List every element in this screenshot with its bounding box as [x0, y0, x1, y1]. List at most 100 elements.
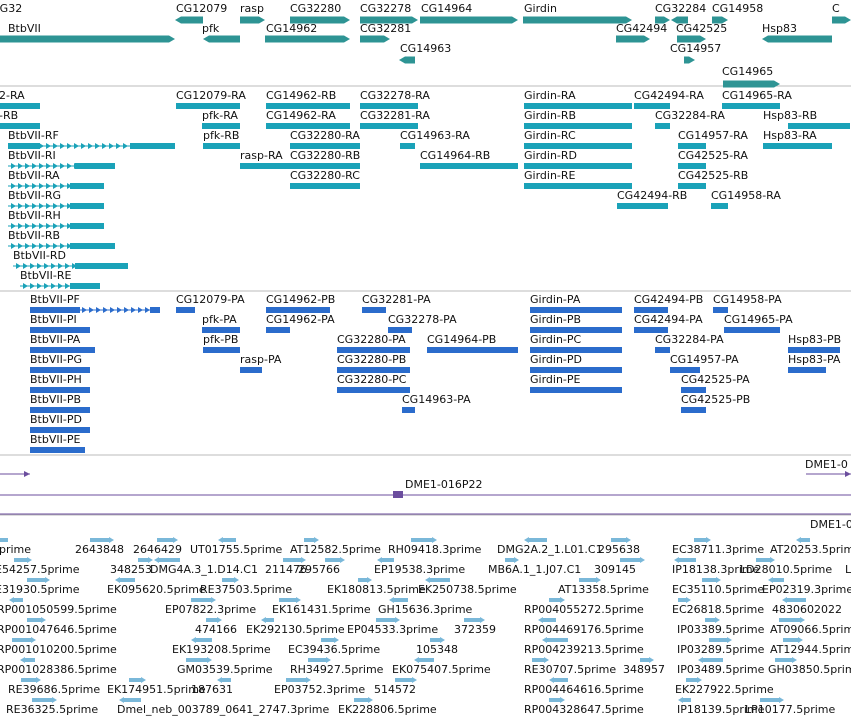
transcript-glyph[interactable]	[530, 387, 622, 393]
est-glyph[interactable]	[425, 577, 450, 583]
transcript-glyph[interactable]	[203, 347, 240, 353]
transcript-glyph[interactable]	[20, 283, 100, 289]
est-glyph[interactable]	[782, 597, 806, 603]
est-glyph[interactable]	[505, 557, 519, 563]
transcript-glyph[interactable]	[524, 143, 632, 149]
est-glyph[interactable]	[549, 697, 565, 703]
est-glyph[interactable]	[186, 657, 212, 663]
feature-glyph[interactable]	[655, 16, 670, 24]
transcript-glyph[interactable]	[290, 183, 360, 189]
est-glyph[interactable]	[389, 597, 408, 603]
transcript-glyph[interactable]	[427, 347, 518, 353]
est-glyph[interactable]	[12, 637, 36, 643]
est-glyph[interactable]	[218, 537, 236, 543]
transcript-glyph[interactable]	[202, 327, 240, 333]
transcript-glyph[interactable]	[724, 327, 780, 333]
transcript-glyph[interactable]	[290, 163, 360, 169]
transcript-glyph[interactable]	[8, 143, 175, 149]
transcript-glyph[interactable]	[337, 387, 410, 393]
transcript-glyph[interactable]	[240, 163, 290, 169]
est-glyph[interactable]	[709, 637, 732, 643]
transcript-glyph[interactable]	[524, 163, 632, 169]
est-glyph[interactable]	[222, 577, 239, 583]
gene-track[interactable]: CG32BtbVIICG12079rasppfkCG32280CG14962CG…	[0, 2, 851, 88]
transcript-glyph[interactable]	[360, 103, 418, 109]
feature-glyph[interactable]	[677, 35, 706, 43]
transcript-glyph[interactable]	[634, 307, 668, 313]
est-glyph[interactable]	[705, 617, 720, 623]
transcript-glyph[interactable]	[30, 427, 90, 433]
est-glyph[interactable]	[760, 697, 784, 703]
transcript-glyph[interactable]	[8, 223, 104, 229]
transcript-glyph[interactable]	[30, 327, 90, 333]
transcript-glyph[interactable]	[266, 103, 350, 109]
est-glyph[interactable]	[538, 617, 556, 623]
est-glyph[interactable]	[678, 597, 691, 603]
transcript-glyph[interactable]	[0, 123, 40, 129]
est-glyph[interactable]	[532, 657, 549, 663]
transcript-glyph[interactable]	[266, 327, 290, 333]
transcript-glyph[interactable]	[176, 307, 195, 313]
transcript-glyph[interactable]	[0, 103, 40, 109]
est-glyph[interactable]	[620, 557, 645, 563]
transcript-glyph[interactable]	[678, 163, 706, 169]
transcript-glyph[interactable]	[524, 103, 632, 109]
feature-glyph[interactable]	[762, 35, 832, 43]
est-glyph[interactable]	[119, 697, 141, 703]
est-glyph[interactable]	[358, 577, 372, 583]
transcript-glyph[interactable]	[524, 123, 632, 129]
feature-glyph[interactable]	[175, 16, 203, 24]
est-glyph[interactable]	[206, 617, 222, 623]
est-glyph[interactable]	[27, 577, 50, 583]
protein-track[interactable]: BtbVII-PF BtbVII-PI BtbVII-PA BtbVII-PG BtbV…	[30, 293, 841, 453]
transcript-glyph[interactable]	[681, 387, 706, 393]
est-glyph[interactable]	[796, 537, 810, 543]
est-glyph[interactable]	[756, 557, 775, 563]
est-track[interactable]: 3prime 2643848 2646429 UT01755.5prime AT1258…	[0, 537, 851, 716]
transcript-glyph[interactable]	[337, 367, 410, 373]
transcript-glyph[interactable]	[711, 203, 728, 209]
est-glyph[interactable]	[542, 637, 568, 643]
transcript-glyph[interactable]	[530, 367, 622, 373]
est-glyph[interactable]	[286, 677, 311, 683]
contig-track[interactable]: DME1-0 DME1-016P22 DME1-0	[0, 458, 851, 531]
est-glyph[interactable]	[14, 557, 32, 563]
est-glyph[interactable]	[524, 537, 547, 543]
contig-glyph[interactable]	[806, 471, 851, 477]
est-glyph[interactable]	[775, 657, 797, 663]
est-glyph[interactable]	[9, 597, 23, 603]
transcript-glyph[interactable]	[678, 143, 706, 149]
est-glyph[interactable]	[549, 677, 568, 683]
feature-glyph[interactable]	[671, 16, 688, 24]
transcript-glyph[interactable]	[266, 307, 330, 313]
feature-glyph[interactable]	[523, 16, 632, 24]
transcript-glyph[interactable]	[670, 367, 700, 373]
est-glyph[interactable]	[549, 597, 565, 603]
est-glyph[interactable]	[430, 637, 445, 643]
feature-glyph[interactable]	[290, 16, 350, 24]
est-glyph[interactable]	[674, 557, 696, 563]
transcript-glyph[interactable]	[30, 407, 90, 413]
est-glyph[interactable]	[376, 617, 400, 623]
est-glyph[interactable]	[678, 697, 691, 703]
transcript-glyph[interactable]	[634, 103, 670, 109]
feature-glyph[interactable]	[420, 16, 518, 24]
transcript-glyph[interactable]	[360, 123, 418, 129]
flybase-transcript-track[interactable]: 32-RA 2-RB BtbVII-RF BtbVII-RI BtbVII-RA BtbV…	[0, 89, 850, 289]
est-glyph[interactable]	[27, 617, 46, 623]
transcript-glyph[interactable]	[30, 347, 95, 353]
transcript-glyph[interactable]	[617, 203, 668, 209]
est-glyph[interactable]	[21, 677, 41, 683]
feature-glyph[interactable]	[360, 16, 418, 24]
transcript-glyph[interactable]	[655, 123, 670, 129]
est-glyph[interactable]	[414, 657, 434, 663]
est-glyph[interactable]	[157, 537, 178, 543]
est-glyph[interactable]	[32, 697, 57, 703]
est-glyph[interactable]	[283, 557, 306, 563]
est-glyph[interactable]	[325, 557, 345, 563]
est-glyph[interactable]	[411, 537, 437, 543]
transcript-glyph[interactable]	[8, 183, 104, 189]
transcript-glyph[interactable]	[337, 347, 410, 353]
feature-glyph[interactable]	[265, 35, 350, 43]
transcript-glyph[interactable]	[30, 447, 85, 453]
